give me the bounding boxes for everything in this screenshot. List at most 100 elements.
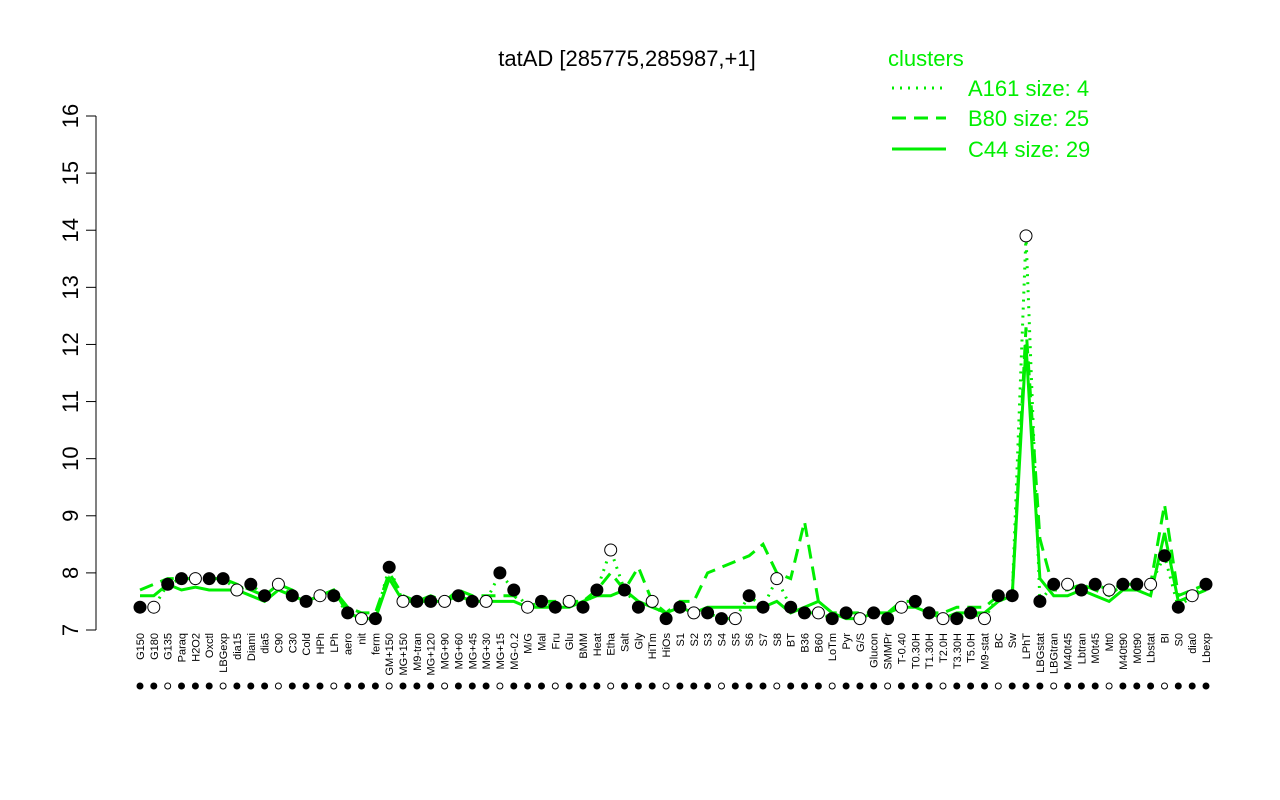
x-tick-label: Pyr [841, 633, 853, 650]
data-point [1171, 600, 1185, 614]
x-tick-label: MG-0.2 [509, 633, 521, 670]
rug-mark [1133, 682, 1141, 690]
rug-mark [385, 682, 393, 690]
data-point [341, 606, 355, 620]
data-point [479, 594, 493, 608]
rug-mark [690, 682, 698, 690]
data-point [604, 543, 618, 557]
rug-mark [1105, 682, 1113, 690]
x-tick-label: T2.0H [938, 633, 950, 663]
x-tick-label: S3 [703, 633, 715, 646]
data-point [770, 572, 784, 586]
y-tick-label: 13 [58, 275, 83, 299]
rug-mark [191, 682, 199, 690]
y-tick-label: 7 [58, 624, 83, 636]
rug-mark [634, 682, 642, 690]
rug-mark [413, 682, 421, 690]
data-point [811, 606, 825, 620]
rug-mark [330, 682, 338, 690]
rug-mark [538, 682, 545, 690]
y-tick-label: 15 [58, 161, 83, 185]
y-tick-label: 11 [58, 390, 83, 413]
rug-mark [288, 682, 296, 690]
rug-mark [551, 682, 559, 690]
x-tick-label: MG+150 [398, 633, 410, 676]
x-tick-label: C90 [273, 633, 285, 653]
data-point [396, 594, 410, 608]
series-lines [139, 235, 1207, 621]
chart-title: tatAD [285775,285987,+1] [498, 46, 756, 71]
rug-mark [468, 682, 476, 690]
y-axis: 7 8 9 10 11 12 13 14 15 16 [58, 104, 97, 636]
data-point [964, 606, 978, 620]
rug-mark [897, 682, 905, 690]
data-point [147, 600, 161, 614]
rug-mark [1064, 682, 1072, 690]
data-point [659, 612, 673, 626]
rug-mark [164, 682, 172, 690]
data-point [521, 600, 535, 614]
x-tick-label: Lbtran [1076, 633, 1088, 664]
x-tick-label: S0 [1173, 633, 1185, 646]
rug-mark [925, 682, 933, 690]
rug-mark [981, 682, 988, 690]
rug-mark [842, 682, 850, 690]
data-point [1019, 229, 1033, 243]
rug-mark [1202, 682, 1210, 690]
x-tick-label: Paraq [177, 633, 189, 662]
rug-mark [1022, 682, 1030, 690]
x-rug [136, 682, 1210, 690]
data-point [825, 612, 839, 626]
rug-mark [510, 682, 518, 690]
y-tick-label: 12 [58, 332, 83, 356]
rug-mark [994, 682, 1002, 690]
rug-mark [441, 682, 449, 690]
x-tick-label: Salt [620, 633, 632, 652]
rug-mark [967, 682, 975, 690]
rug-mark [579, 682, 587, 690]
x-tick-label: BC [993, 633, 1005, 648]
x-tick-label: S2 [689, 633, 701, 646]
rug-mark [565, 682, 573, 690]
rug-mark [648, 682, 656, 690]
data-point [133, 600, 147, 614]
rug-mark [1161, 682, 1168, 690]
x-tick-label: BT [786, 633, 798, 647]
data-point [673, 600, 687, 614]
data-point [1199, 577, 1213, 591]
data-point [327, 589, 341, 603]
data-point [798, 606, 811, 620]
data-point [950, 612, 964, 626]
x-tick-label: Gly [633, 633, 645, 650]
data-point [631, 600, 645, 614]
data-point [881, 612, 895, 626]
data-point [438, 594, 452, 608]
data-point [936, 612, 950, 626]
x-tick-label: Sw [1007, 633, 1019, 648]
x-tick-label: Lbexp [1201, 633, 1213, 663]
x-tick-label: T3.30H [952, 633, 964, 669]
x-tick-label: M40t45 [1063, 633, 1075, 670]
rug-mark [316, 682, 324, 690]
x-tick-label: LBGstat [1035, 633, 1047, 673]
data-point [922, 606, 936, 620]
data-point [978, 612, 991, 626]
data-point [1061, 577, 1075, 591]
x-tick-label: HPh [315, 633, 327, 654]
x-tick-label: G180 [149, 633, 161, 660]
x-tick-label: B36 [800, 633, 812, 653]
data-point [285, 589, 299, 603]
x-tick-label: dia15 [232, 633, 244, 660]
rug-mark [856, 682, 864, 690]
x-tick-label: LBGexp [218, 633, 230, 673]
x-tick-label: Etha [606, 632, 618, 656]
data-point [216, 572, 230, 586]
data-point [313, 589, 327, 603]
x-tick-label: MG+90 [440, 633, 452, 669]
x-tick-label: S5 [730, 633, 742, 646]
rug-mark [870, 682, 878, 690]
rug-mark [939, 682, 947, 690]
data-point [894, 600, 908, 614]
data-point [1185, 589, 1199, 603]
x-tick-label: Glu [564, 633, 576, 650]
